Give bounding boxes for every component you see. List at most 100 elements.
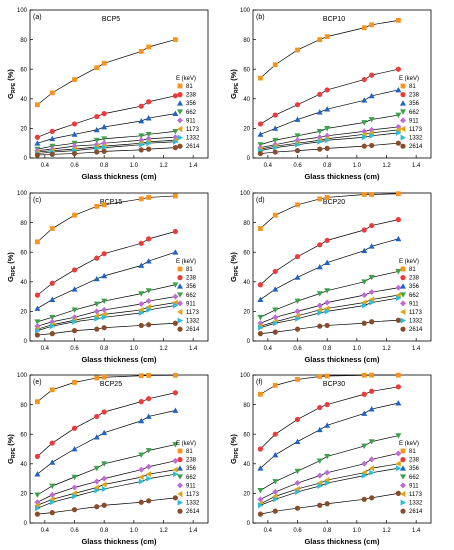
data-point — [138, 103, 144, 109]
data-point — [324, 305, 330, 312]
x-tick-label: 1.2 — [382, 528, 391, 534]
data-point — [138, 196, 144, 202]
data-point — [145, 463, 152, 470]
data-point — [257, 496, 264, 503]
data-point — [71, 425, 78, 431]
data-point — [361, 372, 367, 378]
legend-marker — [400, 92, 406, 98]
y-tick-label: 40 — [20, 462, 27, 468]
data-point — [146, 475, 152, 482]
data-point — [94, 487, 100, 494]
legend-entry: 1173 — [409, 127, 423, 133]
legend-marker — [400, 474, 406, 480]
data-point — [316, 458, 323, 464]
data-point — [172, 320, 178, 326]
series-356 — [257, 400, 402, 471]
data-point — [324, 477, 330, 484]
data-point — [368, 406, 375, 412]
data-point — [324, 373, 330, 379]
data-point — [395, 66, 401, 72]
data-point — [317, 323, 323, 329]
y-tick-label: 0 — [24, 339, 28, 345]
x-tick-label: 1.0 — [353, 528, 362, 534]
legend-title: E (keV) — [399, 76, 419, 82]
y-tick-label: 60 — [243, 250, 250, 256]
data-point — [101, 314, 108, 321]
series-1173 — [257, 292, 401, 330]
y-axis-label: GRPE (%) — [229, 434, 240, 464]
data-point — [172, 282, 179, 288]
data-point — [172, 228, 178, 235]
data-point — [101, 298, 108, 305]
data-point — [361, 299, 367, 306]
legend-entry: 356 — [186, 101, 197, 107]
data-point — [395, 235, 402, 242]
series-662 — [34, 282, 179, 325]
data-point — [368, 439, 375, 445]
data-point — [361, 460, 368, 467]
x-axis-label: Glass thickness (cm) — [304, 537, 380, 546]
plot-frame — [252, 192, 432, 342]
legend-entry: 662 — [186, 110, 197, 116]
legend-title: E (keV) — [176, 441, 196, 447]
data-point — [317, 91, 323, 97]
data-point — [395, 295, 402, 302]
y-tick-label: 80 — [20, 221, 27, 227]
series-81 — [258, 191, 401, 231]
data-point — [101, 272, 108, 279]
data-point — [369, 72, 375, 78]
legend-entry: 2614 — [409, 144, 423, 150]
data-point — [316, 291, 323, 297]
x-tick-label: 0.8 — [323, 346, 332, 352]
data-point — [294, 308, 301, 315]
x-tick-label: 0.6 — [293, 163, 302, 169]
data-point — [361, 320, 367, 326]
data-point — [72, 380, 77, 385]
x-tick-label: 0.4 — [41, 346, 50, 352]
data-point — [49, 296, 56, 302]
data-point — [272, 479, 279, 485]
data-point — [368, 456, 375, 463]
data-point — [369, 132, 375, 139]
series-1332 — [258, 295, 402, 331]
x-tick-label: 0.6 — [70, 528, 79, 534]
legend-marker — [177, 92, 183, 98]
data-point — [324, 454, 331, 460]
data-point — [34, 332, 41, 338]
data-point — [324, 87, 330, 93]
series-line — [37, 392, 176, 457]
legend-entry: 81 — [186, 84, 193, 90]
y-tick-label: 100 — [17, 191, 28, 197]
data-point — [395, 317, 401, 323]
data-point — [49, 226, 55, 231]
plot-frame — [29, 192, 209, 342]
data-point — [294, 102, 301, 108]
data-point — [272, 382, 278, 388]
data-point — [172, 442, 179, 448]
data-point — [368, 117, 375, 123]
data-point — [369, 388, 375, 394]
data-point — [101, 461, 108, 467]
data-point — [369, 192, 375, 197]
data-point — [94, 65, 100, 71]
legend-marker — [400, 317, 406, 324]
data-point — [317, 146, 323, 152]
data-point — [369, 469, 375, 476]
data-point — [172, 372, 178, 378]
data-point — [138, 301, 145, 307]
data-point — [316, 264, 323, 270]
legend-entry: 238 — [186, 93, 197, 99]
data-point — [368, 296, 375, 303]
legend-marker — [400, 482, 406, 489]
data-point — [145, 115, 152, 121]
data-point — [272, 496, 279, 503]
legend-entry: 1332 — [409, 319, 423, 325]
series-356 — [257, 235, 402, 302]
legend-marker — [177, 491, 183, 497]
x-tick-label: 1.4 — [412, 528, 421, 534]
data-point — [101, 502, 107, 508]
data-point — [145, 288, 152, 294]
y-axis-label: GRPE (%) — [6, 69, 17, 99]
data-point — [172, 302, 179, 309]
legend: E (keV) 81 238 356 662 911 1173 1332 2614 — [399, 441, 423, 515]
